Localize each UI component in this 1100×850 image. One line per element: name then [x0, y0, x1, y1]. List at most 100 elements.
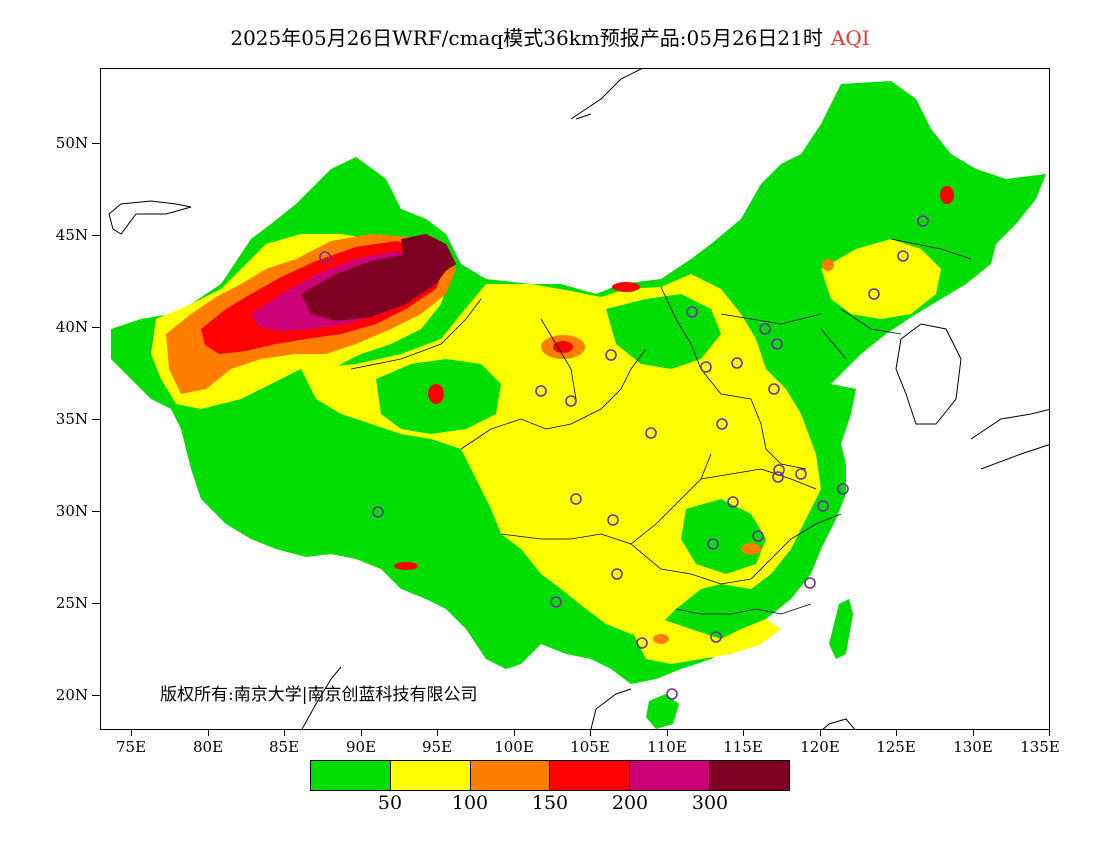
station-marker — [759, 323, 771, 335]
legend-swatch-very-unhealthy — [630, 761, 711, 790]
y-tick — [92, 327, 100, 328]
title-product: AQI — [830, 26, 870, 50]
legend-label-200: 200 — [611, 792, 649, 814]
y-tick — [92, 603, 100, 604]
map-area — [100, 68, 1050, 730]
x-tick — [361, 730, 362, 736]
hotspot-guangdong — [653, 634, 669, 644]
station-marker — [645, 427, 657, 439]
y-tick — [92, 419, 100, 420]
station-marker — [772, 471, 784, 483]
map-title: 2025年05月26日WRF/cmaq模式36km预报产品:05月26日21时 A… — [0, 22, 1100, 51]
station-marker — [837, 483, 849, 495]
province-boundaries — [350, 238, 972, 615]
x-tick — [437, 730, 438, 736]
station-marker — [535, 385, 547, 397]
x-label-95e: 95E — [421, 738, 453, 756]
hotspot-hunan — [741, 543, 761, 555]
good-zone-east — [681, 499, 766, 574]
station-marker — [570, 493, 582, 505]
x-label-100e: 100E — [494, 738, 534, 756]
y-tick — [92, 143, 100, 144]
station-marker — [716, 418, 728, 430]
moderate-zone-south — [631, 619, 781, 664]
station-marker — [727, 496, 739, 508]
x-label-135e: 135E — [1020, 738, 1060, 756]
korea-coastline — [895, 323, 962, 425]
station-marker — [768, 383, 780, 395]
station-marker — [752, 530, 764, 542]
x-tick — [973, 730, 974, 736]
y-tick — [92, 511, 100, 512]
legend-label-100: 100 — [451, 792, 489, 814]
x-label-110e: 110E — [647, 738, 687, 756]
legend-label-150: 150 — [531, 792, 569, 814]
x-label-90e: 90E — [345, 738, 377, 756]
x-label-115e: 115E — [723, 738, 763, 756]
x-label-125e: 125E — [876, 738, 916, 756]
station-marker — [731, 357, 743, 369]
x-tick — [514, 730, 515, 736]
x-tick — [208, 730, 209, 736]
y-tick — [92, 235, 100, 236]
legend-swatch-hazardous — [710, 761, 789, 790]
station-marker — [319, 251, 331, 263]
x-label-120e: 120E — [800, 738, 840, 756]
japan-coastline — [970, 408, 1049, 470]
hotspot-jilin — [822, 259, 834, 271]
x-label-85e: 85E — [268, 738, 300, 756]
station-marker — [611, 568, 623, 580]
good-zone-north — [606, 294, 721, 369]
x-tick — [896, 730, 897, 736]
station-marker — [710, 631, 722, 643]
moderate-zone-northeast — [821, 239, 941, 319]
y-label-35n: 35N — [55, 410, 88, 428]
station-marker — [917, 215, 929, 227]
legend-swatch-unhealthy — [550, 761, 631, 790]
station-marker — [605, 349, 617, 361]
station-marker — [868, 288, 880, 300]
station-marker — [795, 468, 807, 480]
legend-swatch-moderate — [390, 761, 471, 790]
x-label-75e: 75E — [115, 738, 147, 756]
station-marker — [773, 464, 785, 476]
station-marker — [686, 306, 698, 318]
station-marker — [897, 250, 909, 262]
hotspot-heilongjiang — [940, 186, 954, 204]
aqi-map — [108, 69, 1049, 729]
station-marker — [550, 596, 562, 608]
y-label-20n: 20N — [55, 686, 88, 704]
hazardous-northeast-xinjiang — [401, 234, 456, 274]
hotspot-tibet — [428, 384, 444, 404]
x-label-105e: 105E — [570, 738, 610, 756]
y-label-45n: 45N — [55, 226, 88, 244]
y-label-30n: 30N — [55, 502, 88, 520]
hainan-island — [646, 694, 679, 729]
sakhalin-coastline — [570, 69, 642, 120]
station-marker — [804, 577, 816, 589]
x-tick — [590, 730, 591, 736]
legend-label-50: 50 — [377, 792, 403, 814]
x-tick — [743, 730, 744, 736]
x-label-130e: 130E — [953, 738, 993, 756]
x-tick — [1049, 730, 1050, 736]
y-label-25n: 25N — [55, 594, 88, 612]
copyright-text: 版权所有:南京大学|南京创蓝科技有限公司 — [160, 685, 478, 705]
hotspot-ningxia-core — [553, 341, 573, 353]
x-label-80e: 80E — [192, 738, 224, 756]
x-tick — [667, 730, 668, 736]
legend-label-300: 300 — [691, 792, 729, 814]
y-tick — [92, 695, 100, 696]
legend-swatch-sensitive — [470, 761, 551, 790]
station-marker — [607, 514, 619, 526]
monitoring-stations — [319, 215, 929, 700]
legend-colorbar — [310, 760, 790, 791]
hotspot-inner-mongolia — [612, 282, 640, 292]
station-marker — [666, 688, 678, 700]
caspian-coastline — [108, 200, 192, 235]
station-marker — [817, 500, 829, 512]
x-tick — [820, 730, 821, 736]
taiwan-island — [829, 599, 853, 659]
station-marker — [636, 637, 648, 649]
y-label-50n: 50N — [55, 134, 88, 152]
